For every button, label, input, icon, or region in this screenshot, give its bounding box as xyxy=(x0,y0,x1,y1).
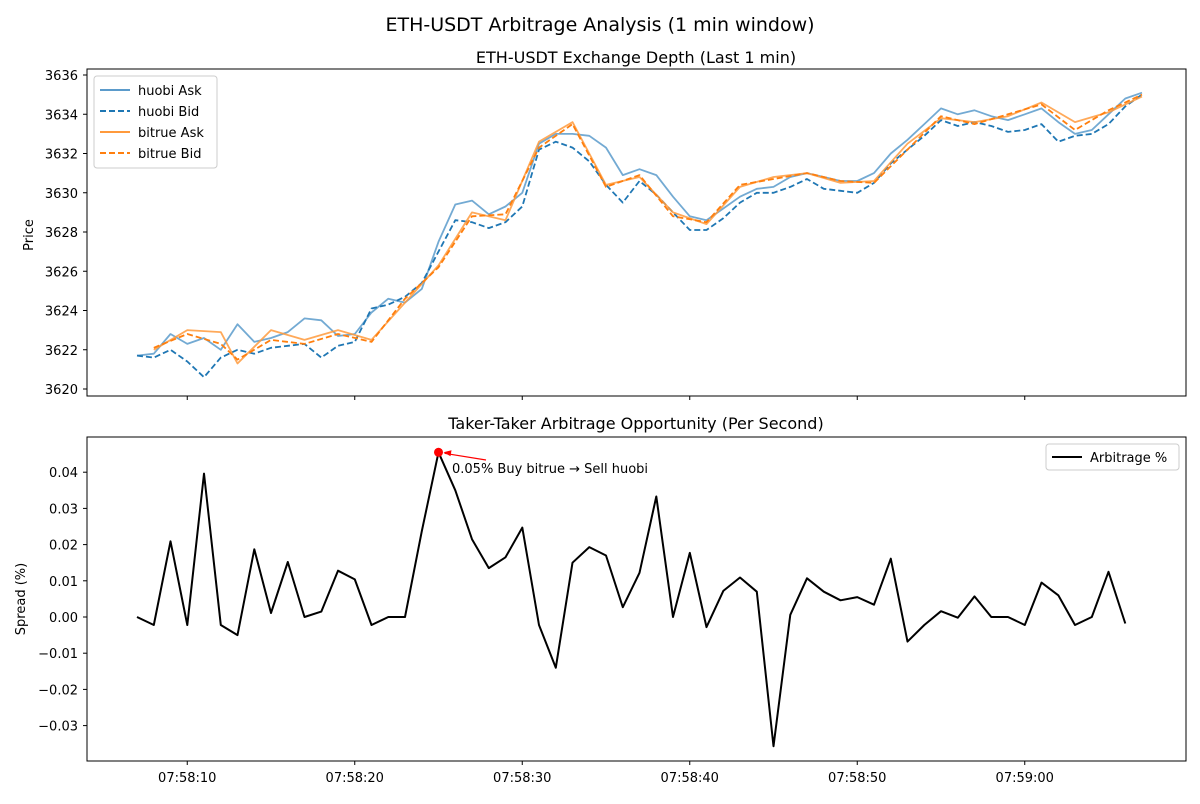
arbitrage-plot-frame xyxy=(86,436,1187,762)
arbitrage-chart-title: Taker-Taker Arbitrage Opportunity (Per S… xyxy=(447,414,823,433)
price-y-axis: 3620 3622 3624 3626 3628 3630 3632 3634 3636 xyxy=(45,69,87,398)
price-y-tick-label: 3632 xyxy=(45,148,78,163)
arbitrage-y-label: Spread (%) xyxy=(14,563,29,635)
arbitrage-y-tick-label: −0.03 xyxy=(38,720,78,735)
price-legend-label: huobi Bid xyxy=(138,105,199,120)
arbitrage-y-tick-label: 0.03 xyxy=(49,502,78,517)
price-y-tick-label: 3630 xyxy=(45,187,78,202)
price-series-bitrue-bid xyxy=(153,93,1143,361)
arbitrage-x-tick-label: 07:59:00 xyxy=(996,771,1054,786)
annotation-arrow xyxy=(444,452,487,461)
annotation-label: 0.05% Buy bitrue → Sell huobi xyxy=(452,462,648,477)
price-legend: huobi Ask huobi Bid bitrue Ask bitrue Bid xyxy=(93,75,218,169)
arbitrage-legend-box xyxy=(1045,443,1180,471)
arbitrage-x-tick-label: 07:58:40 xyxy=(661,771,719,786)
arbitrage-series-line xyxy=(136,451,1127,748)
price-y-tick-label: 3624 xyxy=(45,305,78,320)
arbitrage-x-axis: 07:58:10 07:58:20 07:58:30 07:58:40 07:58:50… xyxy=(158,761,1054,786)
price-x-axis xyxy=(186,396,1026,400)
arbitrage-y-tick-label: −0.02 xyxy=(38,683,78,698)
arbitrage-y-tick-label: 0.02 xyxy=(49,539,78,554)
arbitrage-y-tick-label: −0.01 xyxy=(38,647,78,662)
arbitrage-annotation: 0.05% Buy bitrue → Sell huobi xyxy=(434,447,648,477)
arbitrage-x-tick-label: 07:58:50 xyxy=(828,771,886,786)
arbitrage-legend-label: Arbitrage % xyxy=(1090,451,1167,466)
price-y-tick-label: 3622 xyxy=(45,344,78,359)
price-y-tick-label: 3626 xyxy=(45,265,78,280)
arbitrage-y-tick-label: 0.00 xyxy=(49,611,78,626)
price-y-tick-label: 3634 xyxy=(45,108,78,123)
arbitrage-x-tick-label: 07:58:10 xyxy=(158,771,216,786)
arbitrage-x-tick-label: 07:58:20 xyxy=(326,771,384,786)
arbitrage-y-tick-label: 0.01 xyxy=(49,575,78,590)
price-legend-label: bitrue Bid xyxy=(138,147,201,162)
arbitrage-y-tick-label: 0.04 xyxy=(49,466,78,481)
price-y-tick-label: 3628 xyxy=(45,226,78,241)
price-legend-box xyxy=(93,75,218,169)
price-y-tick-label: 3636 xyxy=(45,69,78,84)
annotation-arrowhead xyxy=(443,450,452,457)
arbitrage-x-tick-label: 07:58:30 xyxy=(493,771,551,786)
price-chart-title: ETH-USDT Exchange Depth (Last 1 min) xyxy=(476,48,796,67)
price-plot-area xyxy=(87,69,1186,396)
price-series-huobi-ask xyxy=(136,91,1143,357)
price-y-label: Price xyxy=(22,219,37,251)
price-legend-label: huobi Ask xyxy=(138,84,202,99)
arbitrage-chart: Taker-Taker Arbitrage Opportunity (Per S… xyxy=(14,414,1187,786)
price-legend-label: bitrue Ask xyxy=(138,126,204,141)
price-series-bitrue-ask xyxy=(153,95,1143,365)
arbitrage-max-marker xyxy=(434,447,443,457)
price-series-group xyxy=(136,91,1143,379)
price-chart: ETH-USDT Exchange Depth (Last 1 min) 362… xyxy=(22,48,1187,400)
arbitrage-series-group xyxy=(136,451,1127,748)
arbitrage-plot-area xyxy=(87,437,1186,761)
figure-title: ETH-USDT Arbitrage Analysis (1 min windo… xyxy=(385,14,814,36)
price-plot-frame xyxy=(86,68,1187,397)
arbitrage-y-axis: −0.03 −0.02 −0.01 0.00 0.01 0.02 0.03 0.04 xyxy=(38,466,87,735)
arbitrage-legend: Arbitrage % xyxy=(1045,443,1180,471)
price-y-tick-label: 3620 xyxy=(45,383,78,398)
